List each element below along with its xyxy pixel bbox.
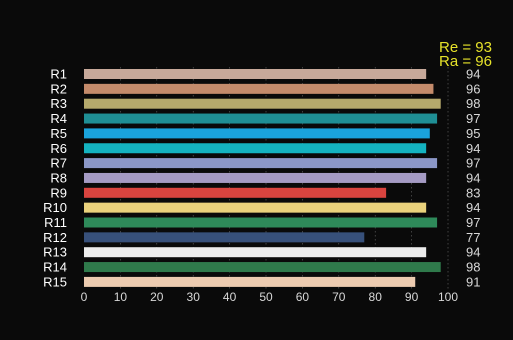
value-label-r14: 98: [466, 260, 480, 275]
bar-r11: [84, 217, 438, 228]
x-tick-label-30: 30: [187, 290, 201, 304]
value-label-r4: 97: [466, 111, 480, 126]
x-tick-label-10: 10: [114, 290, 128, 304]
value-label-r15: 91: [466, 274, 480, 289]
bar-r3: [84, 98, 441, 109]
category-label-r15: R15: [43, 274, 67, 289]
summary-label-0: Re = 93: [439, 39, 492, 56]
summary-label-1: Ra = 96: [439, 53, 492, 70]
category-label-r3: R3: [50, 96, 67, 111]
x-tick-label-100: 100: [438, 290, 458, 304]
category-label-r5: R5: [50, 126, 67, 141]
bar-r15: [84, 276, 416, 287]
x-tick-label-90: 90: [405, 290, 419, 304]
category-label-r7: R7: [50, 156, 67, 171]
x-tick-label-40: 40: [223, 290, 237, 304]
category-label-r2: R2: [50, 81, 67, 96]
bar-r12: [84, 232, 365, 243]
bar-r8: [84, 172, 427, 183]
category-label-r6: R6: [50, 141, 67, 156]
value-label-r10: 94: [466, 200, 480, 215]
x-tick-label-20: 20: [150, 290, 164, 304]
value-label-r2: 96: [466, 81, 480, 96]
bar-r14: [84, 262, 441, 273]
category-label-r4: R4: [50, 111, 67, 126]
value-label-r3: 98: [466, 96, 480, 111]
category-label-r8: R8: [50, 170, 67, 185]
value-label-r1: 94: [466, 67, 480, 82]
category-label-r11: R11: [44, 215, 67, 230]
bars-group: [84, 69, 441, 287]
x-axis-ticks: 0 10 20 30 40 50 60 70 80 90 100: [81, 290, 459, 304]
x-tick-label-0: 0: [81, 290, 88, 304]
category-label-r14: R14: [43, 260, 67, 275]
x-tick-label-70: 70: [332, 290, 346, 304]
bar-r5: [84, 128, 430, 139]
category-label-r13: R13: [43, 245, 67, 260]
value-label-r11: 97: [466, 215, 480, 230]
x-tick-label-60: 60: [296, 290, 310, 304]
category-label-r9: R9: [50, 185, 67, 200]
bar-r1: [84, 69, 427, 79]
bar-r13: [84, 247, 427, 258]
bar-r2: [84, 83, 434, 94]
category-label-r10: R10: [43, 200, 67, 215]
category-label-r12: R12: [43, 230, 67, 245]
x-tick-label-50: 50: [259, 290, 273, 304]
category-label-r1: R1: [50, 67, 67, 82]
bar-r4: [84, 113, 438, 124]
x-tick-label-80: 80: [369, 290, 383, 304]
value-label-r5: 95: [466, 126, 480, 141]
bar-r9: [84, 187, 387, 198]
value-label-r12: 77: [466, 230, 480, 245]
bar-r6: [84, 143, 427, 154]
value-label-r8: 94: [466, 170, 480, 185]
value-label-r13: 94: [466, 245, 480, 260]
bar-r7: [84, 158, 438, 169]
bar-r10: [84, 202, 427, 213]
value-label-r9: 83: [466, 185, 480, 200]
value-label-r6: 94: [466, 141, 480, 156]
value-label-r7: 97: [466, 156, 480, 171]
